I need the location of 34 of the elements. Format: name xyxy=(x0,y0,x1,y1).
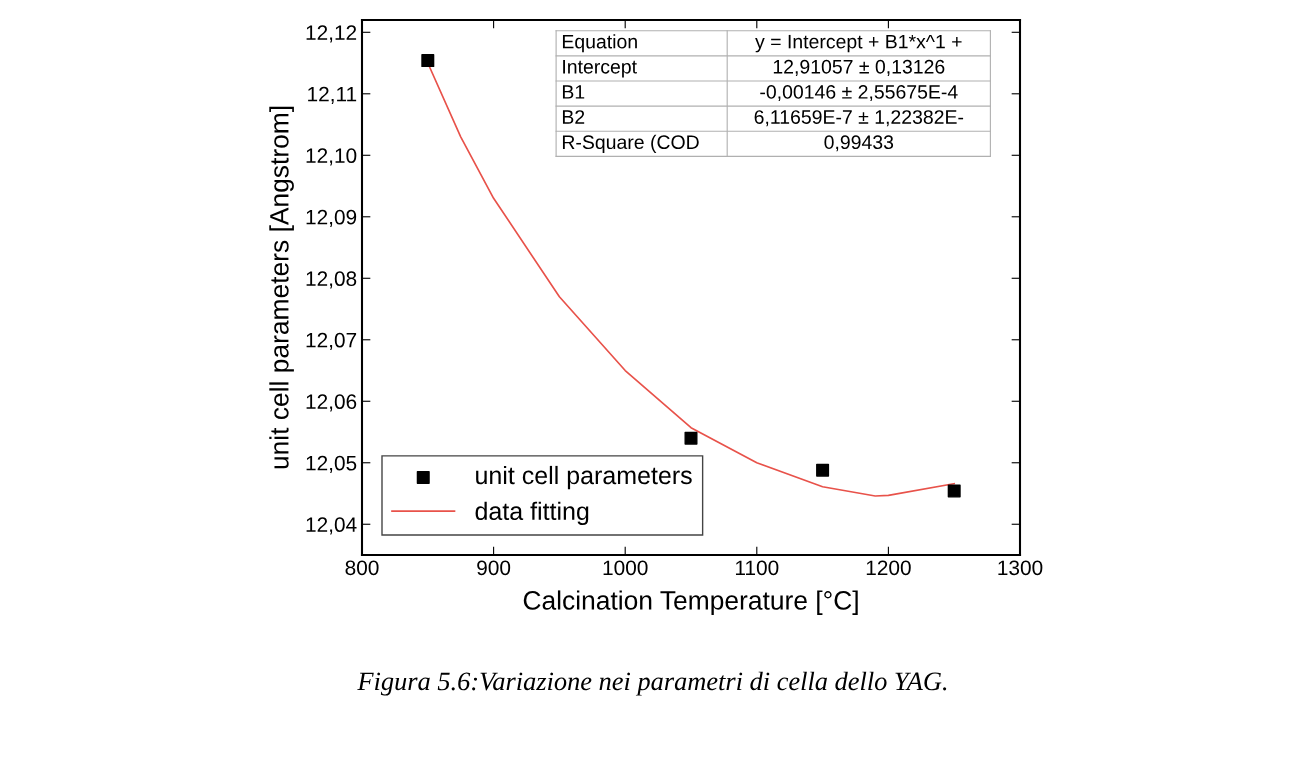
annotation: 12,91057 ± 0,13126 xyxy=(773,59,945,76)
x-tick-label: 1300 xyxy=(998,560,1043,576)
point xyxy=(947,484,961,498)
y-tick-label: 12,04 xyxy=(306,517,357,535)
x-tick-label: 1000 xyxy=(603,560,648,576)
x-tick-label: 1100 xyxy=(735,560,779,576)
annotation: 6,11659E-7 ± 1,22382E- xyxy=(754,110,964,127)
y-tick-label: 12,05 xyxy=(306,455,357,473)
x-tick-label: 800 xyxy=(345,560,379,576)
legend-label: data fitting xyxy=(475,501,589,525)
legend-label: unit cell parameters xyxy=(476,465,692,490)
annotation: -0,00146 ± 2,55675E-4 xyxy=(760,85,958,102)
annotation: 0,99433 xyxy=(824,135,894,152)
y-axis-title: unit cell parameters [Angstrom] xyxy=(269,106,294,469)
y-tick-label: 12,12 xyxy=(306,25,357,43)
y-tick-label: 12,11 xyxy=(308,86,357,105)
y-tick-label: 12,07 xyxy=(306,332,357,350)
y-tick-label: 12,10 xyxy=(306,148,357,166)
annotation: y = Intercept + B1*x^1 + xyxy=(755,34,962,53)
x-tick-label: 1200 xyxy=(866,560,911,576)
y-tick-label: 12,06 xyxy=(306,394,357,412)
point xyxy=(421,54,435,68)
point xyxy=(684,431,698,445)
y-tick-label: 12,08 xyxy=(306,271,357,289)
annotation: Intercept xyxy=(563,60,637,78)
annotation: R-Square (COD xyxy=(562,134,699,153)
annotation: B1 xyxy=(562,85,585,99)
text: Figura 5.6:Variazione nei parametri di cella dello YAG. xyxy=(357,671,947,696)
annotation: Equation xyxy=(562,34,637,53)
point xyxy=(816,463,830,477)
x-tick-label: 900 xyxy=(477,560,511,576)
annotation: B2 xyxy=(562,110,585,124)
x-axis-title: Calcination Temperature [°C] xyxy=(523,590,858,615)
y-tick-label: 12,09 xyxy=(306,209,357,227)
